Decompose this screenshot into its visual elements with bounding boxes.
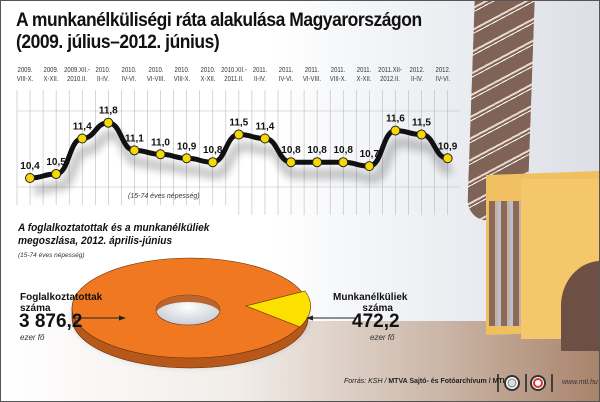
x-axis-label: 2011. II-IV.: [252, 67, 268, 83]
employed-label-line-1: Foglalkoztatottak: [20, 292, 103, 303]
data-point-label: 10,5: [46, 157, 66, 168]
data-point-label: 11,5: [229, 118, 248, 129]
data-point-label: 10,9: [438, 141, 458, 152]
x-axis-label: 2011. VIII-X.: [329, 67, 347, 83]
unemployed-unit: ezer fő: [370, 333, 395, 342]
data-point-marker: [338, 157, 349, 168]
source-agency: MTVA Sajtó- és Fotóarchívum / MTI: [388, 378, 505, 385]
x-axis-label: 2010.XII.- 2011.II.: [220, 67, 247, 83]
data-point-label: 11,4: [255, 122, 274, 133]
x-axis-label: 2011.XII- 2012.II.: [378, 67, 403, 83]
unemployed-slice: [245, 290, 311, 328]
data-point-label: 11,0: [151, 137, 170, 148]
data-point-marker: [390, 125, 401, 136]
data-point-label: 11,1: [125, 133, 144, 144]
source-credit: Forrás: KSH / MTVA Sajtó- és Fotóarchívu…: [344, 378, 505, 385]
mti-logo: [530, 374, 553, 392]
x-axis-label: 2010. VI-VIII.: [146, 67, 165, 83]
pie-title: A foglalkoztatottak és a munkanélküliek …: [18, 222, 209, 248]
x-axis-label: 2012. II-IV.: [409, 67, 424, 83]
employed-unit: ezer fő: [20, 333, 45, 342]
data-point-marker: [259, 133, 270, 144]
data-point-marker: [77, 133, 88, 144]
data-point-label: 10,8: [333, 145, 353, 156]
x-axis-label: 2010. VIII-X.: [173, 67, 190, 83]
data-point-label: 10,8: [281, 145, 301, 156]
data-point-label: 11,8: [99, 106, 118, 117]
pie-title-line-2: megoszlása, 2012. április-június: [18, 235, 173, 247]
x-axis-label: 2010. IV-VI.: [121, 67, 137, 83]
data-point-marker: [129, 145, 140, 156]
title-line-1: A munkanélküliségi ráta alakulása Magyar…: [16, 10, 422, 31]
data-point-label: 11,6: [386, 114, 405, 125]
source-prefix: Forrás: KSH /: [344, 378, 389, 385]
data-point-marker: [25, 173, 35, 183]
data-point-label: 10,8: [307, 145, 327, 156]
line-shadow: [33, 129, 453, 195]
data-point-marker: [103, 117, 114, 128]
x-axis-label: 2011. VI-VIII.: [302, 67, 322, 83]
x-axis-label: 2011. X-XII.: [356, 67, 372, 83]
title-line-2: (2009. július–2012. június): [16, 32, 220, 53]
data-point-label: 10,9: [177, 141, 197, 152]
unemployed-label: Munkanélküliek száma: [333, 292, 408, 314]
x-axis-label: 2009. VIII-X.: [16, 67, 34, 83]
data-point-marker: [312, 157, 323, 168]
employed-value: 3 876,2: [19, 311, 83, 332]
pie-population-note: (15-74 éves népesség): [18, 252, 85, 259]
data-point-label: 10,7: [360, 149, 380, 160]
data-point-marker: [364, 161, 375, 172]
line-population-note: (15-74 éves népesség): [128, 193, 200, 200]
data-point-label: 10,8: [203, 145, 223, 156]
data-point-marker: [286, 157, 296, 168]
chart-title: A munkanélküliségi ráta alakulása Magyar…: [16, 10, 422, 54]
x-axis-label: 2012. IV-VI.: [435, 67, 451, 83]
x-axis-label: 2010. X-XII.: [200, 67, 216, 83]
pie-title-line-1: A foglalkoztatottak és a munkanélküliek: [18, 222, 210, 234]
data-point-label: 11,4: [73, 122, 92, 133]
x-axis-label: 2010. II-IV.: [95, 67, 111, 83]
data-point-marker: [51, 169, 62, 180]
x-axis-label: 2009.XII.- 2010.II.: [64, 67, 91, 83]
data-markers: [25, 117, 453, 183]
data-point-marker: [155, 149, 166, 160]
donut-chart: [71, 257, 355, 369]
data-point-label: 10,4: [20, 161, 40, 172]
mtva-logo: [497, 374, 527, 392]
x-axis-label: 2009. X-XII.: [43, 67, 59, 83]
data-point-marker: [442, 153, 453, 164]
unemployed-label-line-2: száma: [362, 303, 393, 314]
unemployed-value: 472,2: [352, 311, 400, 332]
employed-label-line-2: száma: [20, 303, 51, 314]
data-point-marker: [207, 157, 218, 168]
data-point-marker: [233, 129, 244, 140]
source-url[interactable]: www.mti.hu: [562, 379, 598, 386]
unemployed-label-line-1: Munkanélküliek: [333, 292, 408, 303]
data-point-marker: [181, 153, 192, 164]
x-axis-label: 2011. IV-VI.: [278, 67, 294, 83]
data-point-label: 11,5: [412, 118, 431, 129]
data-point-marker: [416, 129, 427, 140]
employed-label: Foglalkoztatottak száma: [20, 292, 102, 314]
data-labels: 10,4 10,5 11,4 11,8 11,1 11,0 10,9 10,8 11,5 11,4…: [20, 106, 458, 172]
